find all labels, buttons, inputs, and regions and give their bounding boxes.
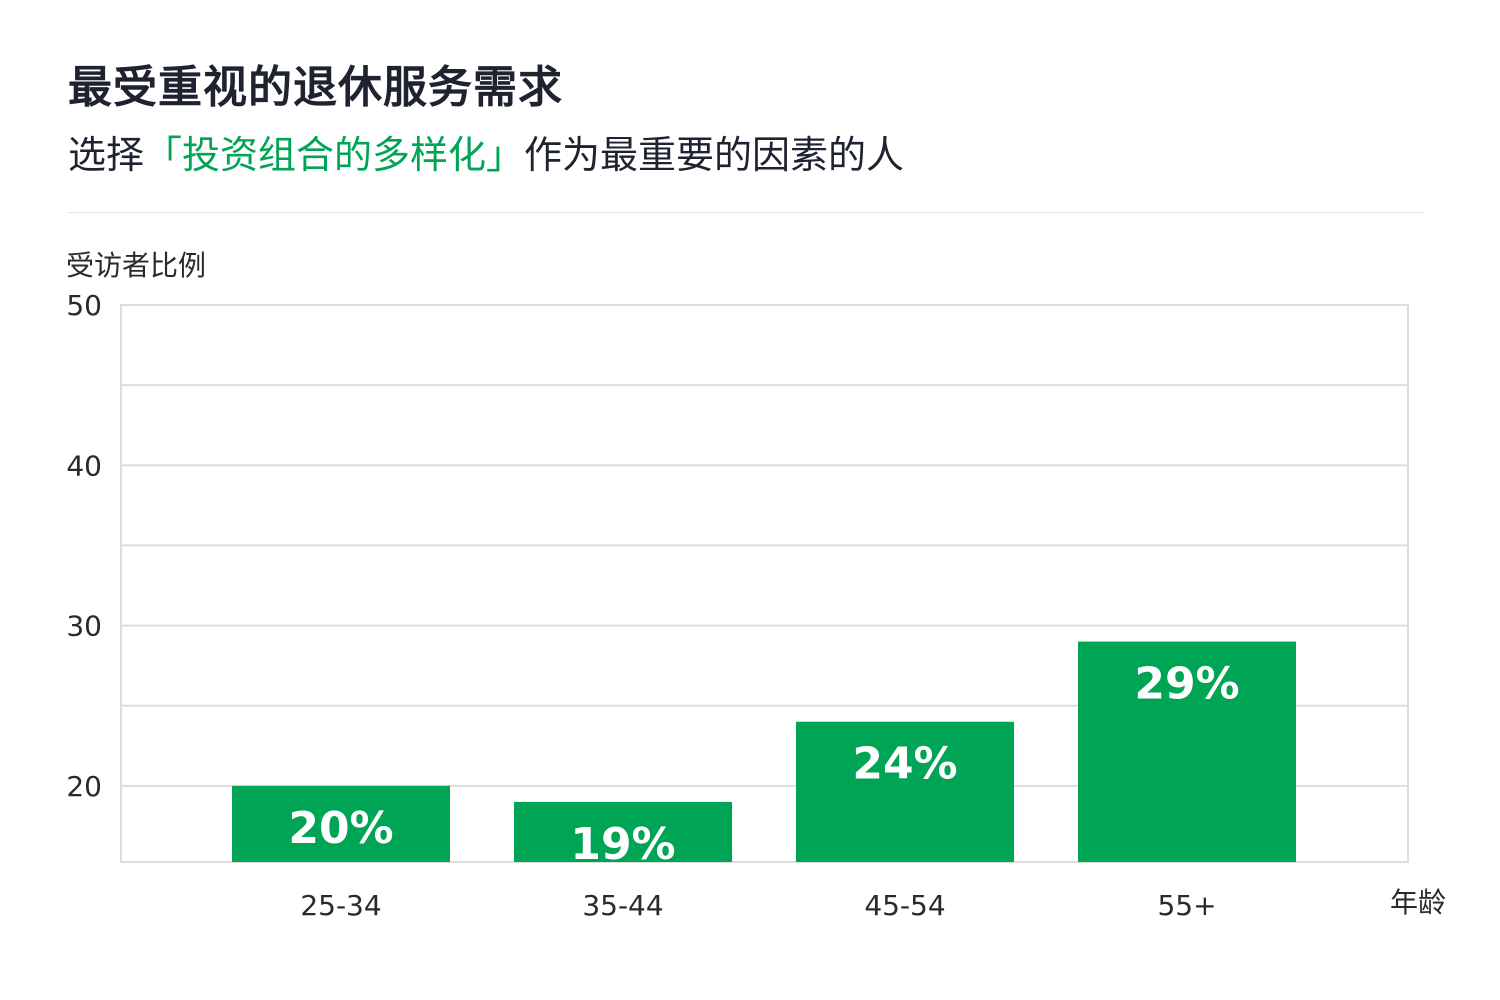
bar [796, 721, 1014, 862]
x-axis-title: 年龄 [1390, 886, 1446, 919]
x-tick-label: 35-44 [582, 889, 663, 922]
subtitle-highlight: 「投资组合的多样化」 [144, 133, 525, 177]
y-tick-label: 30 [66, 610, 102, 643]
chart-title: 最受重视的退休服务需求 [68, 62, 563, 113]
y-tick-label: 50 [66, 289, 102, 322]
bar-labels: 20% 19% 24% 29% [288, 659, 1239, 870]
subtitle-suffix: 作为最重要的因素的人 [524, 133, 905, 177]
bar-data-label: 24% [852, 739, 957, 790]
bar-data-label: 19% [570, 819, 675, 870]
x-axis-ticks: 25-34 35-44 45-54 55+ [300, 889, 1216, 922]
bar [232, 785, 450, 862]
bar [514, 801, 732, 862]
bar-data-label: 29% [1134, 659, 1239, 710]
x-tick-label: 45-54 [864, 889, 945, 922]
y-tick-label: 40 [66, 449, 102, 482]
plot-frame [120, 304, 1409, 863]
bar-data-label: 20% [288, 803, 393, 854]
x-tick-label: 25-34 [300, 889, 381, 922]
y-tick-label: 20 [66, 770, 102, 803]
bars [232, 641, 1296, 862]
chart-subtitle: 选择「投资组合的多样化」作为最重要的因素的人 [68, 136, 904, 174]
x-tick-label: 55+ [1157, 889, 1216, 922]
bar [1078, 641, 1296, 862]
y-axis-ticks: 20 30 40 50 [66, 289, 102, 803]
subtitle-prefix: 选择 [68, 133, 145, 177]
y-axis-title: 受访者比例 [66, 249, 206, 282]
header-divider [68, 212, 1424, 213]
